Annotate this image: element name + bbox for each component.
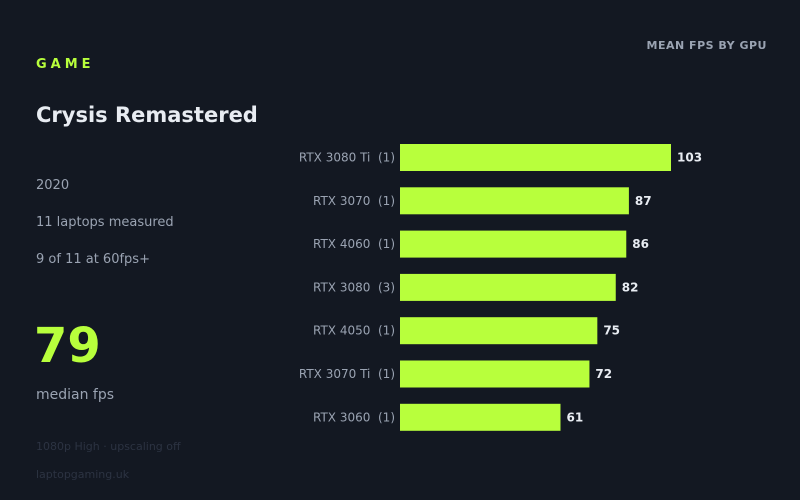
bar — [400, 230, 627, 258]
section-eyebrow: GAME — [36, 57, 95, 72]
median-fps-label: median fps — [36, 387, 115, 403]
bar — [400, 403, 561, 431]
source-note: laptopgaming.uk — [36, 468, 130, 481]
value-label: 87 — [635, 194, 652, 208]
bar — [400, 317, 598, 345]
bar — [400, 273, 616, 301]
laptops-measured: 11 laptops measured — [36, 215, 174, 230]
category-label: RTX 3080 (3) — [313, 280, 395, 294]
value-label: 75 — [603, 324, 620, 338]
bar — [400, 144, 671, 171]
category-label: RTX 3070 Ti (1) — [299, 367, 395, 381]
value-label: 103 — [677, 151, 702, 165]
category-label: RTX 3060 (1) — [313, 410, 395, 424]
category-label: RTX 4050 (1) — [313, 324, 395, 338]
fps-threshold-count: 9 of 11 at 60fps+ — [36, 252, 150, 267]
median-fps-value: 79 — [34, 318, 101, 374]
bar — [400, 360, 590, 388]
category-label: RTX 3070 (1) — [313, 194, 395, 208]
bar — [400, 187, 629, 215]
value-label: 61 — [566, 410, 583, 424]
value-label: 72 — [595, 367, 612, 381]
value-label: 86 — [632, 237, 649, 251]
value-label: 82 — [622, 280, 639, 294]
release-year: 2020 — [36, 178, 70, 193]
settings-note: 1080p High · upscaling off — [36, 440, 181, 453]
page-title: Crysis Remastered — [36, 103, 258, 127]
category-label: RTX 3080 Ti (1) — [299, 151, 395, 165]
chart-title: MEAN FPS BY GPU — [646, 39, 767, 52]
category-label: RTX 4060 (1) — [313, 237, 395, 251]
